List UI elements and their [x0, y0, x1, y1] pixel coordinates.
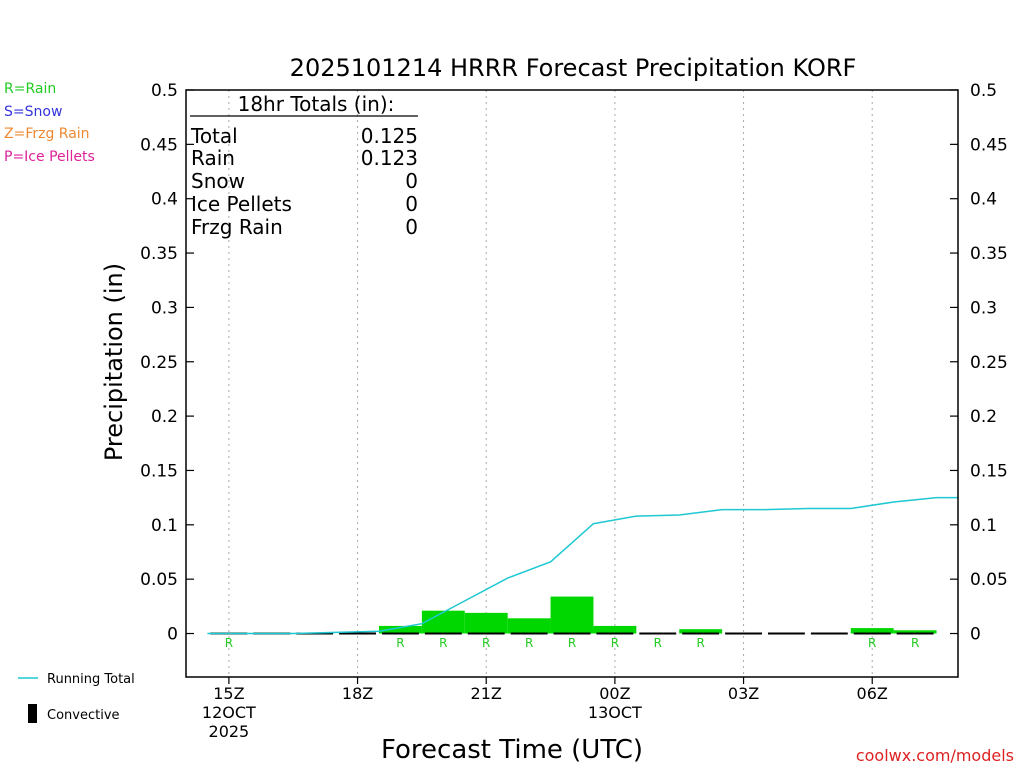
y-tick-label-right-5: 0.25	[970, 353, 1008, 373]
bar-11	[679, 629, 723, 634]
bar-type-label-0: R	[225, 636, 233, 650]
grid-lines	[228, 90, 873, 677]
y-tick-label-left-0: 0	[167, 625, 178, 645]
totals-heading: 18hr Totals (in):	[238, 92, 395, 116]
bars-group	[207, 596, 937, 635]
convective-swatch	[28, 704, 37, 723]
totals-value-rain: 0.123	[361, 146, 418, 170]
y-tick-label-left-1: 0.05	[140, 570, 178, 590]
y-tick-label-left-8: 0.4	[151, 190, 178, 210]
legend-frzg-rain: Z=Frzg Rain	[4, 126, 90, 142]
bar-16	[893, 630, 937, 634]
legend-convective: Convective	[47, 708, 120, 723]
totals-label-ice-pellets: Ice Pellets	[191, 192, 292, 216]
x-tick-label-1-0: 18Z	[342, 684, 373, 703]
legend-snow: S=Snow	[4, 104, 63, 120]
totals-value-frzg-rain: 0	[405, 215, 418, 239]
totals-label-total: Total	[190, 124, 238, 148]
totals-value-total: 0.125	[361, 124, 418, 148]
y-tick-label-right-10: 0.5	[970, 81, 997, 101]
bar-type-label-6: R	[482, 636, 490, 650]
y-axis-label: Precipitation (in)	[100, 263, 128, 461]
legend-running-total: Running Total	[47, 672, 135, 687]
bar-8	[550, 596, 594, 634]
totals-box: 18hr Totals (in): Total 0.125 Rain 0.123…	[190, 92, 418, 239]
y-tick-label-left-2: 0.1	[151, 516, 178, 536]
bar-7	[507, 618, 551, 634]
y-tick-label-left-6: 0.3	[151, 298, 178, 318]
bar-15	[850, 628, 894, 634]
legend-ice-pellets: P=Ice Pellets	[4, 149, 95, 165]
y-tick-label-left-4: 0.2	[151, 407, 178, 427]
bar-type-label-5: R	[439, 636, 447, 650]
y-tick-label-left-10: 0.5	[151, 81, 178, 101]
chart-title: 2025101214 HRRR Forecast Precipitation K…	[290, 54, 857, 82]
x-tick-label-5-0: 06Z	[857, 684, 888, 703]
running-total-line	[207, 496, 958, 635]
y-tick-label-right-0: 0	[970, 625, 981, 645]
bar-type-label-9: R	[611, 636, 619, 650]
totals-label-snow: Snow	[191, 169, 245, 193]
y-tick-label-right-2: 0.1	[970, 516, 997, 536]
x-tick-label-0-2: 2025	[209, 722, 250, 741]
y-tick-label-right-4: 0.2	[970, 407, 997, 427]
bar-type-label-11: R	[696, 636, 704, 650]
bar-type-label-10: R	[654, 636, 662, 650]
y-tick-label-left-5: 0.25	[140, 353, 178, 373]
x-tick-label-4-0: 03Z	[728, 684, 759, 703]
bar-9	[593, 625, 637, 634]
bar-6	[464, 612, 508, 634]
x-tick-label-2-0: 21Z	[471, 684, 502, 703]
y-tick-label-left-7: 0.35	[140, 244, 178, 264]
bar-4	[379, 625, 422, 634]
x-axis-label: Forecast Time (UTC)	[381, 735, 643, 765]
totals-value-ice-pellets: 0	[405, 192, 418, 216]
totals-label-frzg-rain: Frzg Rain	[191, 215, 283, 239]
y-axis-ticks: 0 00.05 0.050.1 0.10.15 0.150.2 0.20.25 0.250.…	[140, 81, 1008, 645]
y-tick-label-right-1: 0.05	[970, 570, 1008, 590]
bar-5	[421, 610, 465, 634]
legend-rain: R=Rain	[4, 81, 57, 97]
y-tick-label-left-3: 0.15	[140, 461, 178, 481]
y-tick-label-right-7: 0.35	[970, 244, 1008, 264]
plot-frame	[185, 89, 959, 678]
totals-value-snow: 0	[405, 169, 418, 193]
x-tick-label-0-1: 12OCT	[202, 703, 256, 722]
y-tick-label-right-6: 0.3	[970, 298, 997, 318]
x-tick-label-0-0: 15Z	[213, 684, 244, 703]
y-tick-label-left-9: 0.45	[140, 135, 178, 155]
bar-type-label-16: R	[911, 636, 919, 650]
bar-type-label-15: R	[868, 636, 876, 650]
x-tick-label-3-0: 00Z	[599, 684, 630, 703]
totals-label-rain: Rain	[191, 146, 235, 170]
y-tick-label-right-9: 0.45	[970, 135, 1008, 155]
x-tick-label-3-1: 13OCT	[588, 703, 642, 722]
series-legend: Running Total Convective	[18, 672, 135, 723]
y-tick-label-right-3: 0.15	[970, 461, 1008, 481]
bar-type-label-7: R	[525, 636, 533, 650]
y-tick-label-right-8: 0.4	[970, 190, 997, 210]
bar-type-label-8: R	[568, 636, 576, 650]
credit-text: coolwx.com/models	[856, 746, 1014, 765]
bar-type-label-4: R	[396, 636, 404, 650]
